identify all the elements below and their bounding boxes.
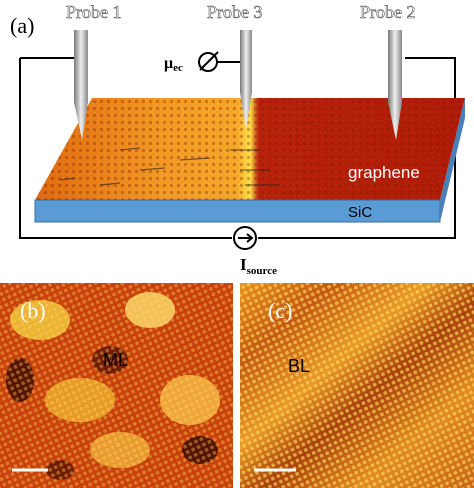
- panel-label: (b): [20, 298, 46, 323]
- current-arrow: [238, 233, 254, 243]
- voltmeter-needle: [199, 51, 219, 71]
- subscript: source: [247, 265, 277, 277]
- subscript: ec: [173, 62, 183, 74]
- probes: [74, 30, 402, 140]
- probe-label: Probe 3: [207, 2, 263, 22]
- probe-3-tip: [240, 92, 252, 130]
- probe-1: [74, 30, 88, 102]
- symbol: I: [240, 255, 247, 274]
- probe-3: [240, 30, 252, 92]
- substrate-label: SiC: [348, 204, 372, 221]
- voltmeter-label: μec: [164, 55, 183, 74]
- sic-side: [440, 98, 465, 222]
- current-label: Isource: [240, 255, 277, 277]
- probe-label: Probe 2: [360, 2, 416, 22]
- probe-2: [388, 30, 402, 102]
- symbol: μ: [164, 55, 173, 72]
- lattice-texture: [240, 283, 474, 488]
- probe-1-tip: [74, 102, 88, 140]
- probe-label: Probe 1: [66, 2, 122, 22]
- panel-a: (a) Probe 1 Probe 3 Probe 2 μec graphene…: [10, 2, 465, 277]
- surface-texture: [35, 98, 465, 200]
- panel-c: (c) BL: [240, 283, 474, 488]
- step-lines: [59, 147, 280, 186]
- lattice-texture: [0, 283, 233, 488]
- region-label: BL: [288, 356, 310, 376]
- panel-label: (c): [268, 298, 292, 323]
- region-label: ML: [103, 350, 128, 370]
- sic-front: [34, 199, 441, 223]
- panel-label: (a): [10, 13, 34, 38]
- circuit-wire: [19, 57, 456, 239]
- probe-2-tip: [388, 102, 402, 140]
- panel-b: (b) ML: [0, 283, 233, 488]
- film-label: graphene: [348, 163, 420, 182]
